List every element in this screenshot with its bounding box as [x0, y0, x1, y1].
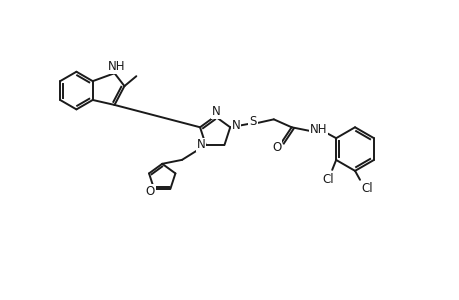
Text: N: N: [211, 105, 220, 118]
Text: S: S: [249, 115, 256, 128]
Text: N: N: [196, 139, 205, 152]
Text: O: O: [145, 185, 154, 198]
Text: Cl: Cl: [360, 182, 372, 195]
Text: O: O: [272, 141, 281, 154]
Text: NH: NH: [107, 60, 125, 73]
Text: Cl: Cl: [322, 173, 333, 186]
Text: NH: NH: [309, 123, 326, 136]
Text: N: N: [231, 119, 240, 132]
